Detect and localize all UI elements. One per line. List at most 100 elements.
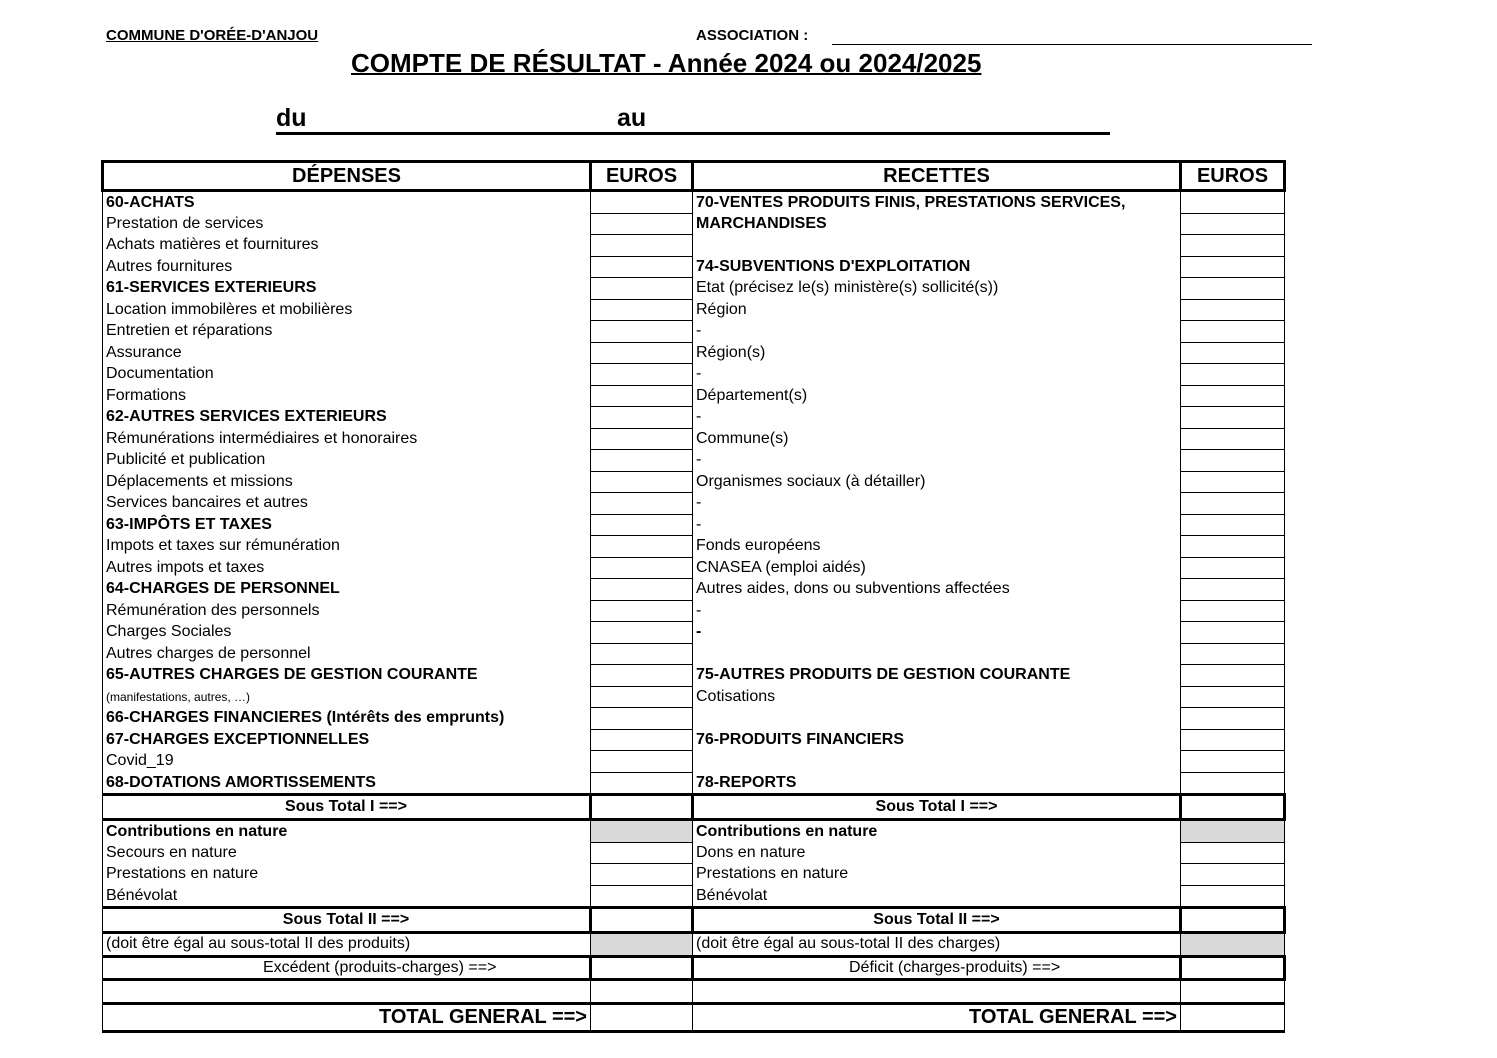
revenue-amount-input[interactable] bbox=[1180, 363, 1285, 386]
period-to-label: au bbox=[617, 104, 647, 132]
revenue-amount-input[interactable] bbox=[1180, 470, 1285, 493]
header-recettes: RECETTES bbox=[691, 160, 1182, 192]
revenue-amount-input[interactable] bbox=[1180, 234, 1285, 257]
expense-amount-input[interactable] bbox=[590, 884, 693, 908]
association-label: ASSOCIATION : bbox=[696, 27, 809, 44]
table-row: Secours en nature Dons en nature bbox=[102, 841, 1285, 864]
expense-amount-input[interactable] bbox=[590, 750, 693, 773]
expense-amount-input[interactable] bbox=[590, 406, 693, 429]
table-row: 64-CHARGES DE PERSONNEL Autres aides, don… bbox=[102, 578, 1285, 601]
expense-amount-input[interactable] bbox=[590, 535, 693, 558]
revenue-amount-input[interactable] bbox=[1180, 884, 1285, 908]
sous-total-1-left-label: Sous Total I ==> bbox=[102, 793, 591, 821]
result-row: Excédent (produits-charges) ==> Déficit (… bbox=[102, 954, 1286, 981]
empty-left-amount[interactable] bbox=[590, 978, 693, 1004]
expense-label: Rémunérations intermédiaires et honorair… bbox=[102, 428, 591, 450]
revenue-amount-input[interactable] bbox=[1180, 320, 1285, 343]
empty-right bbox=[692, 978, 1181, 1003]
revenue-amount-input[interactable] bbox=[1180, 492, 1285, 515]
expense-amount-input[interactable] bbox=[590, 863, 693, 886]
table-row: 63-IMPÔTS ET TAXES - bbox=[102, 513, 1285, 536]
revenue-amount-input[interactable] bbox=[1180, 255, 1285, 278]
expense-amount-input[interactable] bbox=[590, 685, 693, 708]
revenue-amount-input[interactable] bbox=[1180, 298, 1285, 321]
excedent-amount[interactable] bbox=[589, 954, 694, 981]
expense-amount-input[interactable] bbox=[590, 642, 693, 665]
total-general-left-amount[interactable] bbox=[590, 1001, 693, 1033]
revenue-label: Cotisations bbox=[692, 686, 1181, 708]
expense-amount-input[interactable] bbox=[590, 298, 693, 321]
revenue-amount-input[interactable] bbox=[1180, 771, 1285, 795]
revenue-amount-input[interactable] bbox=[1180, 841, 1285, 864]
expense-label: 63-IMPÔTS ET TAXES bbox=[102, 514, 591, 536]
equality-note-right-label: (doit être égal au sous-total II des cha… bbox=[692, 932, 1181, 956]
table-row: Rémunération des personnels - bbox=[102, 599, 1285, 622]
expense-amount-input[interactable] bbox=[590, 771, 693, 795]
expense-amount-input[interactable] bbox=[590, 449, 693, 472]
revenue-amount-input[interactable] bbox=[1180, 685, 1285, 708]
revenue-amount-input[interactable] bbox=[1180, 406, 1285, 429]
expense-label: Rémunération des personnels bbox=[102, 600, 591, 622]
sous-total-2-left-amount[interactable] bbox=[589, 906, 694, 934]
expense-label: Location immobilères et mobilières bbox=[102, 299, 591, 321]
expense-amount-input[interactable] bbox=[590, 492, 693, 515]
expense-amount-input[interactable] bbox=[590, 556, 693, 579]
revenue-amount-input[interactable] bbox=[1180, 277, 1285, 300]
expense-amount-input[interactable] bbox=[590, 255, 693, 278]
expense-amount-input[interactable] bbox=[590, 212, 693, 235]
deficit-amount[interactable] bbox=[1179, 954, 1286, 981]
revenue-label: Organismes sociaux (à détailler) bbox=[692, 471, 1181, 493]
expense-amount-input[interactable] bbox=[590, 277, 693, 300]
revenue-amount-input[interactable] bbox=[1180, 427, 1285, 450]
revenue-amount-input[interactable] bbox=[1180, 642, 1285, 665]
revenue-amount-input[interactable] bbox=[1180, 863, 1285, 886]
expense-amount-input[interactable] bbox=[590, 578, 693, 601]
expense-amount-input[interactable] bbox=[590, 621, 693, 644]
total-general-right-amount[interactable] bbox=[1180, 1001, 1285, 1033]
expense-amount-input[interactable] bbox=[590, 707, 693, 730]
equality-note-right-amount bbox=[1180, 932, 1285, 957]
revenue-amount-input[interactable] bbox=[1180, 578, 1285, 601]
expense-amount-input[interactable] bbox=[590, 384, 693, 407]
revenue-amount-input[interactable] bbox=[1180, 513, 1285, 536]
revenue-amount-input[interactable] bbox=[1180, 750, 1285, 773]
sous-total-1-right-amount[interactable] bbox=[1179, 793, 1286, 821]
revenue-amount-input[interactable] bbox=[1180, 621, 1285, 644]
revenue-amount-input[interactable] bbox=[1180, 384, 1285, 407]
expense-amount-input[interactable] bbox=[590, 234, 693, 257]
revenue-amount-input[interactable] bbox=[1180, 212, 1285, 235]
expense-amount-input[interactable] bbox=[590, 363, 693, 386]
revenue-amount-input[interactable] bbox=[1180, 190, 1285, 214]
expense-amount-input[interactable] bbox=[590, 427, 693, 450]
expense-amount-input[interactable] bbox=[590, 341, 693, 364]
revenue-label: - bbox=[692, 406, 1181, 428]
expense-amount-input[interactable] bbox=[590, 664, 693, 687]
revenue-amount-input[interactable] bbox=[1180, 599, 1285, 622]
table-row: 62-AUTRES SERVICES EXTERIEURS - bbox=[102, 406, 1285, 429]
period-field[interactable] bbox=[276, 132, 1110, 135]
revenue-amount-input[interactable] bbox=[1180, 535, 1285, 558]
expense-label: Impots et taxes sur rémunération bbox=[102, 535, 591, 557]
revenue-amount-input[interactable] bbox=[1180, 449, 1285, 472]
income-statement-table: DÉPENSES EUROS RECETTES EUROS 60-ACHATS 7… bbox=[101, 160, 1286, 1033]
revenue-amount-input[interactable] bbox=[1180, 707, 1285, 730]
expense-amount-input[interactable] bbox=[590, 599, 693, 622]
expense-amount-input[interactable] bbox=[590, 728, 693, 751]
expense-amount-input[interactable] bbox=[590, 320, 693, 343]
revenue-amount-input[interactable] bbox=[1180, 664, 1285, 687]
revenue-amount-input[interactable] bbox=[1180, 728, 1285, 751]
sous-total-1-left-amount[interactable] bbox=[589, 793, 694, 821]
empty-right-amount[interactable] bbox=[1180, 978, 1285, 1004]
commune-name: COMMUNE D'ORÉE-D'ANJOU bbox=[106, 27, 319, 44]
table-row: (manifestations, autres, …) Cotisations bbox=[102, 685, 1285, 708]
expense-amount-input[interactable] bbox=[590, 190, 693, 214]
expense-amount-input[interactable] bbox=[590, 470, 693, 493]
revenue-amount-input[interactable] bbox=[1180, 556, 1285, 579]
table-row: Assurance Région(s) bbox=[102, 341, 1285, 364]
association-field[interactable] bbox=[832, 44, 1312, 45]
expense-amount-input[interactable] bbox=[590, 513, 693, 536]
equality-note-left-amount bbox=[590, 932, 693, 957]
expense-amount-input[interactable] bbox=[590, 841, 693, 864]
sous-total-2-right-amount[interactable] bbox=[1179, 906, 1286, 934]
revenue-amount-input[interactable] bbox=[1180, 341, 1285, 364]
